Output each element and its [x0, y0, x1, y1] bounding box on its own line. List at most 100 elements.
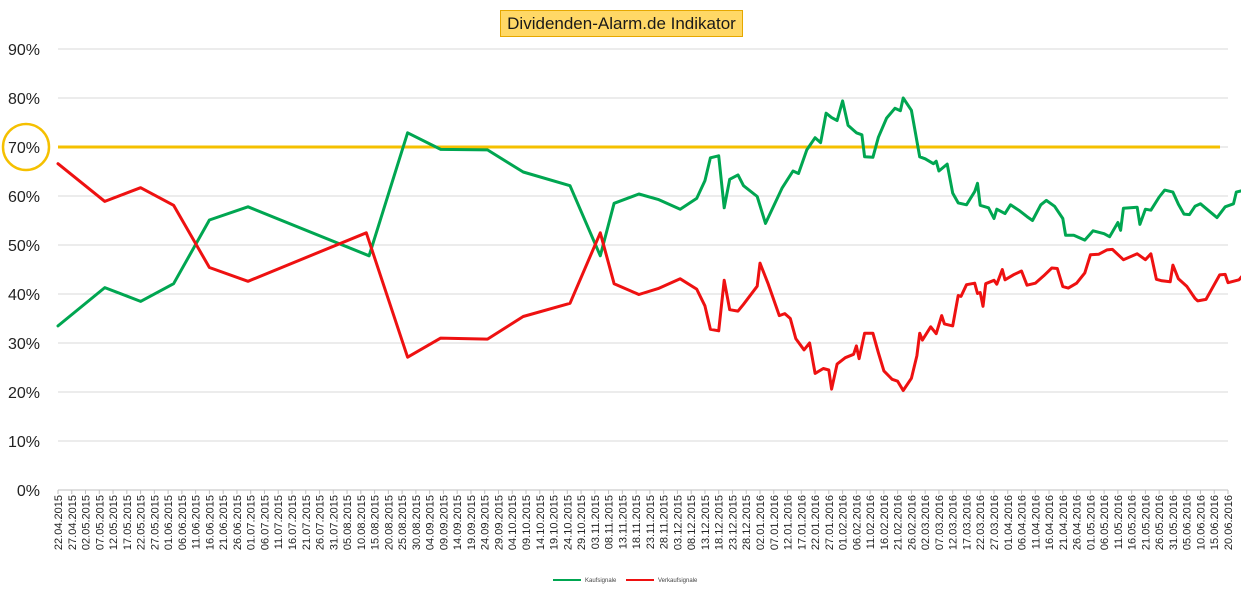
x-tick-label: 13.11.2015	[617, 495, 629, 549]
x-tick-label: 17.03.2016	[961, 495, 973, 550]
x-tick-label: 27.04.2015	[67, 495, 79, 550]
x-tick-label: 04.09.2015	[425, 495, 437, 550]
x-tick-label: 04.10.2015	[507, 495, 519, 550]
y-tick-label: 80%	[8, 91, 40, 108]
x-tick-label: 31.05.2016	[1168, 495, 1180, 550]
x-tick-label: 27.05.2015	[149, 495, 161, 550]
x-tick-label: 26.05.2016	[1154, 495, 1166, 550]
x-tick-label: 27.03.2016	[989, 495, 1001, 550]
x-axis: 22.04.2015 27.04.2015 02.05.2015 07.05.2015…	[53, 490, 1235, 550]
x-tick-label: 26.04.2016	[1072, 495, 1084, 550]
x-tick-label: 16.05.2016	[1127, 495, 1139, 550]
x-tick-label: 30.08.2015	[411, 495, 423, 550]
x-tick-label: 18.11.2015	[631, 495, 643, 549]
x-tick-label: 14.10.2015	[535, 495, 547, 550]
x-tick-label: 27.01.2016	[824, 495, 836, 550]
x-tick-label: 03.11.2015	[590, 495, 602, 549]
x-tick-label: 15.08.2015	[370, 495, 382, 550]
x-tick-label: 01.04.2016	[1003, 495, 1015, 550]
threshold-line	[1, 122, 1220, 172]
chart-title: Dividenden-Alarm.de Indikator	[500, 10, 743, 37]
x-tick-label: 21.02.2016	[893, 495, 905, 550]
x-tick-label: 06.05.2016	[1099, 495, 1111, 550]
x-tick-label: 01.07.2015	[246, 495, 258, 550]
x-tick-label: 09.10.2015	[521, 495, 533, 550]
x-tick-label: 22.01.2016	[810, 495, 822, 550]
x-tick-label: 12.03.2016	[948, 495, 960, 550]
x-tick-label: 17.01.2016	[796, 495, 808, 550]
x-tick-label: 13.12.2015	[700, 495, 712, 550]
y-tick-label: 20%	[8, 385, 40, 402]
x-tick-label: 21.05.2016	[1140, 495, 1152, 550]
x-tick-label: 21.07.2015	[301, 495, 313, 550]
x-tick-label: 05.06.2016	[1182, 495, 1194, 550]
x-tick-label: 16.07.2015	[287, 495, 299, 550]
x-tick-label: 11.05.2016	[1113, 495, 1125, 549]
x-tick-label: 06.06.2015	[177, 495, 189, 550]
x-tick-label: 19.10.2015	[549, 495, 561, 550]
x-tick-label: 12.05.2015	[108, 495, 120, 550]
x-tick-label: 20.08.2015	[383, 495, 395, 550]
x-tick-label: 08.11.2015	[604, 495, 616, 549]
x-tick-label: 14.09.2015	[452, 495, 464, 550]
x-tick-label: 02.03.2016	[920, 495, 932, 550]
y-tick-label: 90%	[8, 42, 40, 59]
x-tick-label: 11.07.2015	[273, 495, 285, 549]
x-tick-label: 23.11.2015	[645, 495, 657, 549]
threshold-highlight-circle	[1, 122, 51, 172]
x-tick-label: 28.12.2015	[741, 495, 753, 550]
x-tick-label: 07.01.2016	[769, 495, 781, 550]
y-tick-label: 0%	[17, 483, 40, 500]
x-tick-label: 09.09.2015	[438, 495, 450, 550]
y-tick-label: 60%	[8, 189, 40, 206]
x-tick-label: 28.11.2015	[659, 495, 671, 549]
x-tick-label: 11.04.2016	[1030, 495, 1042, 549]
x-tick-label: 02.05.2015	[81, 495, 93, 550]
x-tick-label: 21.04.2016	[1058, 495, 1070, 550]
y-tick-label: 70%	[8, 140, 40, 157]
x-tick-label: 10.08.2015	[356, 495, 368, 550]
x-tick-label: 03.12.2015	[672, 495, 684, 550]
y-tick-label: 40%	[8, 287, 40, 304]
x-tick-label: 21.06.2015	[218, 495, 230, 550]
x-tick-label: 24.10.2015	[562, 495, 574, 550]
y-tick-label: 50%	[8, 238, 40, 255]
x-tick-label: 01.02.2016	[838, 495, 850, 550]
x-tick-label: 29.10.2015	[576, 495, 588, 550]
x-tick-label: 08.12.2015	[686, 495, 698, 550]
series-line-verkaufsignale	[56, 162, 1241, 392]
legend-label-kaufsignale: Kaufsignale	[585, 578, 617, 584]
x-tick-label: 07.05.2015	[94, 495, 106, 550]
x-tick-label: 17.05.2015	[122, 495, 134, 550]
x-tick-label: 26.02.2016	[906, 495, 918, 550]
x-tick-label: 15.06.2016	[1209, 495, 1221, 550]
x-tick-label: 06.02.2016	[851, 495, 863, 550]
legend-label-verkaufsignale: Verkaufsignale	[658, 578, 698, 584]
x-tick-label: 06.04.2016	[1017, 495, 1029, 550]
x-tick-label: 29.09.2015	[493, 495, 505, 550]
x-tick-label: 16.06.2015	[204, 495, 216, 550]
x-tick-label: 16.04.2016	[1044, 495, 1056, 550]
x-tick-label: 22.04.2015	[53, 495, 65, 550]
x-tick-label: 31.07.2015	[328, 495, 340, 550]
x-tick-label: 18.12.2015	[714, 495, 726, 550]
x-tick-label: 11.02.2016	[865, 495, 877, 549]
series-line-kaufsignale	[56, 96, 1241, 328]
x-tick-label: 22.05.2015	[136, 495, 148, 550]
x-tick-label: 25.08.2015	[397, 495, 409, 550]
x-tick-label: 01.06.2015	[163, 495, 175, 550]
x-tick-label: 11.06.2015	[191, 495, 203, 549]
x-tick-label: 22.03.2016	[975, 495, 987, 550]
x-tick-label: 19.09.2015	[466, 495, 478, 550]
x-tick-label: 07.03.2016	[934, 495, 946, 550]
series-lines	[56, 96, 1241, 392]
y-tick-label: 10%	[8, 434, 40, 451]
legend: Kaufsignale Verkaufsignale	[553, 578, 698, 584]
y-axis: 0% 10% 20% 30% 40% 50% 60% 70% 80% 90%	[8, 42, 40, 500]
x-tick-label: 02.01.2016	[755, 495, 767, 550]
y-tick-label: 30%	[8, 336, 40, 353]
x-tick-label: 01.05.2016	[1085, 495, 1097, 550]
x-tick-label: 23.12.2015	[727, 495, 739, 550]
